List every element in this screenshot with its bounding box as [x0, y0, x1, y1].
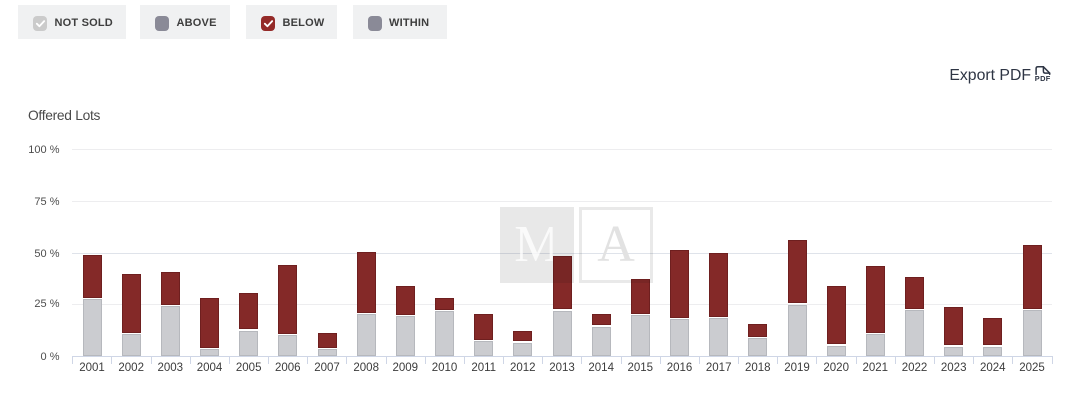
svg-text:PDF: PDF — [1035, 74, 1051, 83]
